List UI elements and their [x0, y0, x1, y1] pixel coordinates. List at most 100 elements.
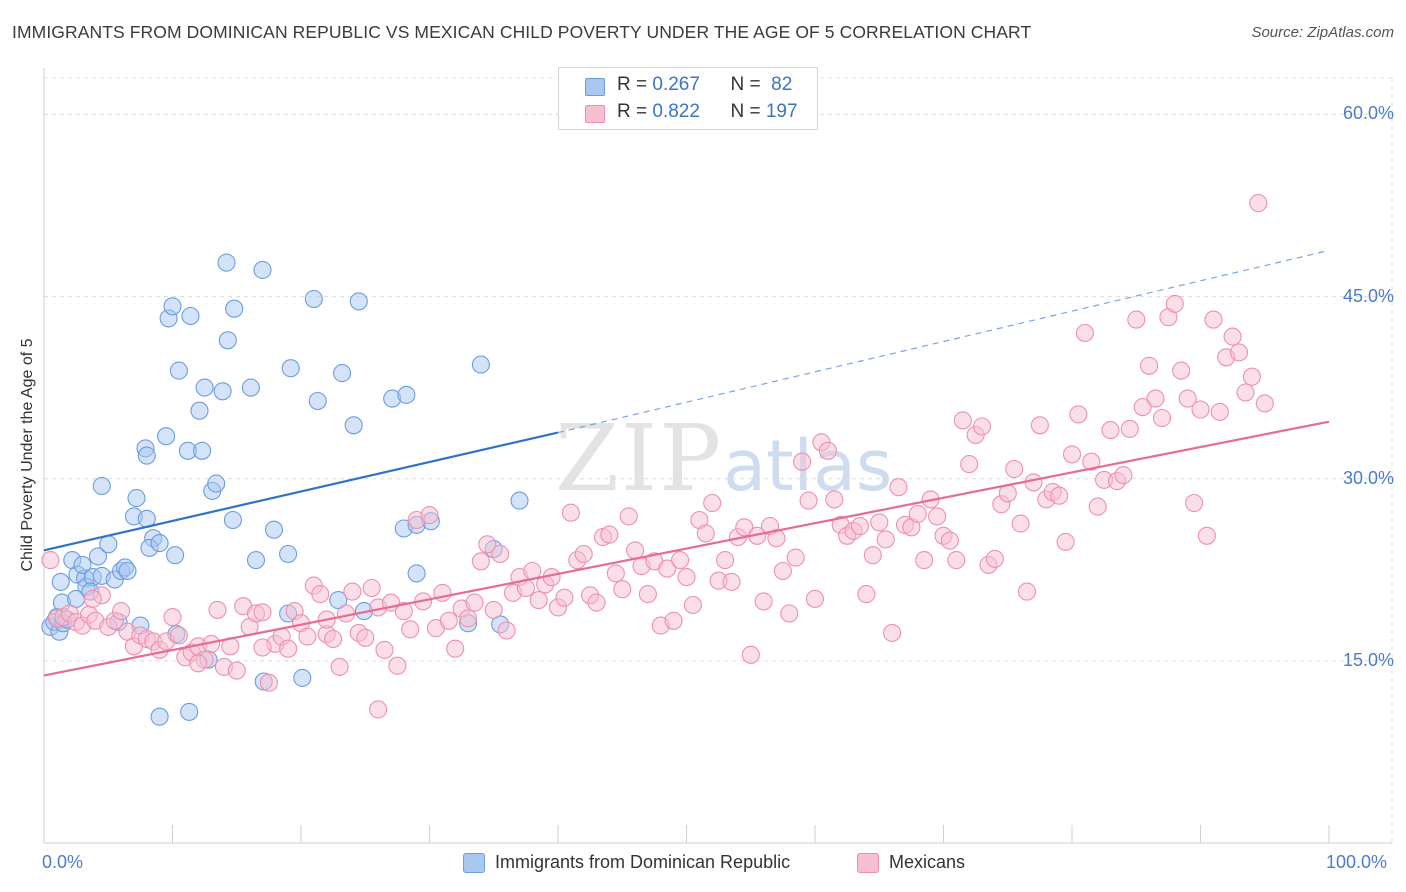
point-dominican	[127, 489, 146, 508]
point-mexicans	[1146, 389, 1165, 408]
point-mexicans	[1178, 389, 1197, 408]
point-dominican	[281, 359, 300, 378]
point-mexicans	[928, 507, 947, 526]
point-mexicans	[279, 639, 298, 658]
point-mexicans	[561, 503, 580, 522]
point-mexicans	[484, 600, 503, 619]
point-mexicans	[446, 639, 465, 658]
stats-text-dominican: R = 0.267 N = 82	[617, 74, 792, 96]
point-dominican	[169, 361, 188, 380]
n-value: 197	[765, 101, 798, 122]
point-mexicans	[459, 609, 478, 628]
point-mexicans	[1024, 473, 1043, 492]
point-mexicans	[388, 656, 407, 675]
y-axis-label: Child Poverty Under the Age of 5	[19, 338, 36, 572]
point-dominican	[344, 416, 363, 435]
point-dominican	[150, 707, 169, 726]
point-mexicans	[1210, 402, 1229, 421]
point-dominican	[333, 364, 352, 383]
point-mexicans	[169, 626, 188, 645]
n-value: 82	[765, 74, 793, 95]
point-dominican	[279, 544, 298, 564]
point-mexicans	[870, 513, 889, 532]
point-mexicans	[1069, 405, 1088, 424]
point-mexicans	[626, 541, 645, 560]
point-mexicans	[638, 585, 657, 604]
point-mexicans	[253, 603, 272, 622]
legend-swatch-mexicans	[857, 852, 879, 873]
y-tick-label: 45.0%	[1342, 285, 1394, 306]
point-mexicans	[754, 592, 773, 611]
point-dominican	[264, 520, 284, 539]
point-dominican	[166, 546, 185, 565]
point-mexicans	[940, 531, 959, 550]
point-mexicans	[1050, 486, 1069, 505]
legend: Immigrants from Dominican Republic Mexic…	[0, 852, 1406, 878]
point-dominican	[99, 535, 118, 554]
point-mexicans	[311, 585, 330, 604]
point-mexicans	[876, 530, 895, 549]
correlation-stats-box: R = 0.267 N = 82 R = 0.822 N = 197	[558, 67, 818, 130]
y-tick-label: 30.0%	[1342, 467, 1394, 488]
point-mexicans	[1236, 383, 1255, 402]
point-mexicans	[1191, 400, 1210, 419]
point-mexicans	[574, 544, 593, 564]
point-mexicans	[1101, 421, 1120, 440]
point-mexicans	[677, 568, 696, 587]
point-mexicans	[850, 517, 870, 536]
point-mexicans	[818, 441, 837, 460]
point-mexicans	[671, 551, 690, 570]
point-dominican	[308, 391, 327, 411]
point-dominican	[246, 551, 266, 570]
point-mexicans	[619, 507, 638, 526]
point-mexicans	[330, 657, 349, 676]
watermark: ZIPatlas	[555, 405, 892, 512]
point-mexicans	[298, 627, 317, 646]
point-mexicans	[915, 551, 934, 570]
point-dominican	[213, 382, 232, 401]
point-mexicans	[1185, 493, 1204, 513]
trend-line-dominican-extension	[557, 249, 1330, 434]
point-dominican	[304, 289, 323, 309]
point-mexicans	[1062, 445, 1082, 464]
point-mexicans	[703, 493, 722, 513]
point-mexicans	[600, 525, 619, 544]
point-mexicans	[1082, 452, 1101, 471]
point-mexicans	[664, 611, 683, 630]
point-dominican	[225, 299, 244, 318]
point-mexicans	[1242, 367, 1261, 386]
point-dominican	[73, 555, 92, 574]
point-mexicans	[253, 638, 272, 657]
point-mexicans	[1249, 194, 1268, 213]
point-mexicans	[1017, 582, 1037, 601]
point-mexicans	[863, 546, 882, 565]
y-tick-label: 15.0%	[1342, 649, 1394, 670]
point-mexicans	[362, 578, 381, 598]
point-dominican	[241, 378, 260, 397]
point-mexicans	[208, 600, 227, 619]
stats-swatch-mexicans	[585, 105, 605, 123]
point-mexicans	[259, 673, 278, 692]
point-dominican	[349, 292, 368, 311]
point-dominican	[181, 306, 200, 326]
point-mexicans	[1204, 310, 1223, 329]
point-mexicans	[716, 551, 735, 570]
point-mexicans	[497, 621, 516, 640]
point-dominican	[88, 547, 108, 566]
point-mexicans	[356, 628, 375, 647]
point-mexicans	[394, 602, 413, 621]
point-dominican	[253, 260, 272, 279]
point-mexicans	[960, 455, 979, 474]
point-dominican	[157, 427, 176, 446]
point-mexicans	[1127, 310, 1146, 329]
point-dominican	[510, 491, 529, 510]
point-mexicans	[799, 491, 818, 510]
point-mexicans	[465, 593, 484, 612]
point-mexicans	[985, 549, 1004, 568]
point-mexicans	[491, 544, 510, 564]
point-mexicans	[41, 551, 60, 570]
point-dominican	[92, 476, 111, 496]
watermark-zip: ZIP	[555, 405, 724, 512]
point-mexicans	[908, 504, 927, 523]
